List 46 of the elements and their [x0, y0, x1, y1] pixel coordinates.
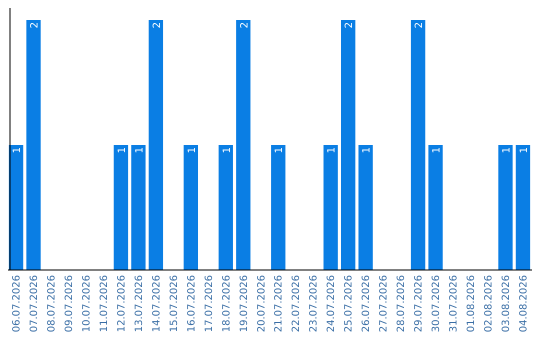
- x-tick-label: 26.07.2026: [361, 275, 372, 332]
- data-label: 1: [518, 147, 530, 154]
- data-label: 1: [432, 147, 443, 154]
- x-tick-label: 03.08.2026: [500, 275, 512, 332]
- x-tick-label: 20.07.2026: [256, 275, 268, 332]
- x-tick-label: 28.07.2026: [396, 275, 408, 332]
- x-tick-label: 25.07.2026: [344, 275, 355, 332]
- data-label: 1: [501, 147, 512, 154]
- data-label: 2: [239, 22, 250, 28]
- x-tick-label: 30.07.2026: [431, 275, 442, 332]
- x-tick-label: 16.07.2026: [186, 275, 198, 332]
- x-tick-label: 04.08.2026: [518, 275, 530, 332]
- x-tick-label: 19.07.2026: [238, 275, 250, 332]
- x-tick-label: 24.07.2026: [326, 275, 338, 332]
- x-tick-label: 10.07.2026: [81, 275, 92, 332]
- data-label: 2: [414, 22, 426, 28]
- x-tick-label: 12.07.2026: [116, 275, 128, 332]
- data-label: 2: [30, 22, 41, 28]
- x-tick-label: 22.07.2026: [291, 275, 302, 332]
- data-label: 1: [186, 147, 198, 154]
- x-tick-label: 31.07.2026: [448, 275, 460, 332]
- x-tick-label: 18.07.2026: [221, 275, 232, 332]
- data-label: 1: [326, 147, 338, 154]
- data-label: 2: [152, 22, 163, 28]
- data-label: 1: [134, 147, 146, 154]
- x-tick-label: 07.07.2026: [29, 275, 40, 332]
- data-label: 1: [222, 147, 233, 154]
- x-tick-label: 02.08.2026: [484, 275, 494, 332]
- data-label: 1: [362, 147, 373, 154]
- x-tick-label: 06.07.2026: [12, 275, 23, 332]
- x-tick-label: 21.07.2026: [274, 275, 285, 332]
- data-label: 1: [12, 147, 24, 154]
- data-label: 1: [116, 147, 128, 154]
- x-tick-label: 17.07.2026: [204, 275, 215, 332]
- x-tick-label: 23.07.2026: [308, 275, 320, 332]
- x-tick-label: 29.07.2026: [414, 275, 425, 332]
- x-tick-label: 11.07.2026: [98, 275, 110, 332]
- data-label: 1: [274, 147, 286, 154]
- x-tick-label: 14.07.2026: [151, 275, 162, 332]
- x-tick-label: 08.07.2026: [46, 275, 58, 332]
- x-tick-label: 09.07.2026: [64, 275, 75, 332]
- x-tick-label: 15.07.2026: [168, 275, 180, 332]
- x-tick-label: 01.08.2026: [466, 275, 478, 332]
- x-tick-label: 13.07.2026: [134, 275, 145, 332]
- x-tick-label: 27.07.2026: [378, 275, 390, 332]
- data-label: 2: [344, 22, 356, 28]
